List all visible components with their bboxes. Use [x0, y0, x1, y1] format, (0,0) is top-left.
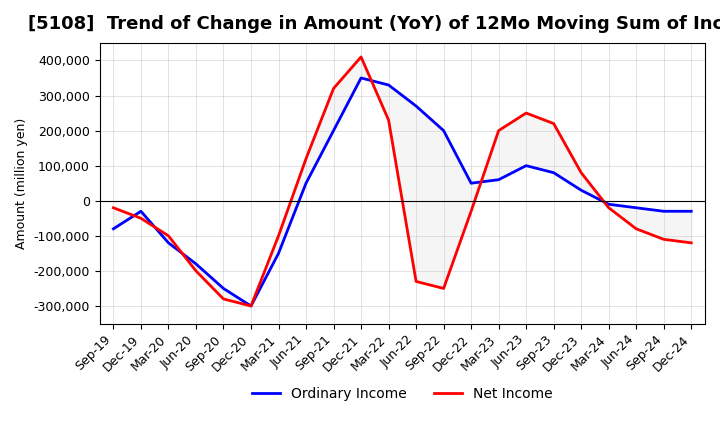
- Net Income: [660, 237, 668, 242]
- Net Income: [329, 86, 338, 91]
- Net Income: [137, 216, 145, 221]
- Ordinary Income: [356, 75, 365, 81]
- Ordinary Income: [164, 240, 173, 246]
- Net Income: [439, 286, 448, 291]
- Line: Net Income: Net Income: [114, 57, 691, 306]
- Ordinary Income: [439, 128, 448, 133]
- Net Income: [467, 209, 475, 214]
- Line: Ordinary Income: Ordinary Income: [114, 78, 691, 306]
- Net Income: [302, 156, 310, 161]
- Ordinary Income: [109, 226, 118, 231]
- Net Income: [384, 117, 393, 123]
- Net Income: [687, 240, 696, 246]
- Net Income: [549, 121, 558, 126]
- Ordinary Income: [219, 286, 228, 291]
- Ordinary Income: [522, 163, 531, 169]
- Ordinary Income: [577, 187, 585, 193]
- Ordinary Income: [137, 209, 145, 214]
- Net Income: [604, 205, 613, 210]
- Net Income: [109, 205, 118, 210]
- Ordinary Income: [274, 251, 283, 256]
- Title: [5108]  Trend of Change in Amount (YoY) of 12Mo Moving Sum of Incomes: [5108] Trend of Change in Amount (YoY) o…: [28, 15, 720, 33]
- Ordinary Income: [384, 82, 393, 88]
- Ordinary Income: [412, 103, 420, 109]
- Y-axis label: Amount (million yen): Amount (million yen): [15, 117, 28, 249]
- Net Income: [632, 226, 641, 231]
- Net Income: [164, 233, 173, 238]
- Ordinary Income: [604, 202, 613, 207]
- Net Income: [219, 296, 228, 301]
- Net Income: [247, 303, 256, 308]
- Ordinary Income: [549, 170, 558, 175]
- Legend: Ordinary Income, Net Income: Ordinary Income, Net Income: [246, 381, 558, 407]
- Ordinary Income: [302, 180, 310, 186]
- Net Income: [192, 268, 200, 274]
- Ordinary Income: [632, 205, 641, 210]
- Ordinary Income: [495, 177, 503, 182]
- Ordinary Income: [660, 209, 668, 214]
- Net Income: [356, 54, 365, 59]
- Net Income: [577, 170, 585, 175]
- Ordinary Income: [247, 303, 256, 308]
- Net Income: [495, 128, 503, 133]
- Ordinary Income: [687, 209, 696, 214]
- Ordinary Income: [467, 180, 475, 186]
- Net Income: [412, 279, 420, 284]
- Net Income: [522, 110, 531, 116]
- Ordinary Income: [192, 261, 200, 267]
- Net Income: [274, 233, 283, 238]
- Ordinary Income: [329, 128, 338, 133]
